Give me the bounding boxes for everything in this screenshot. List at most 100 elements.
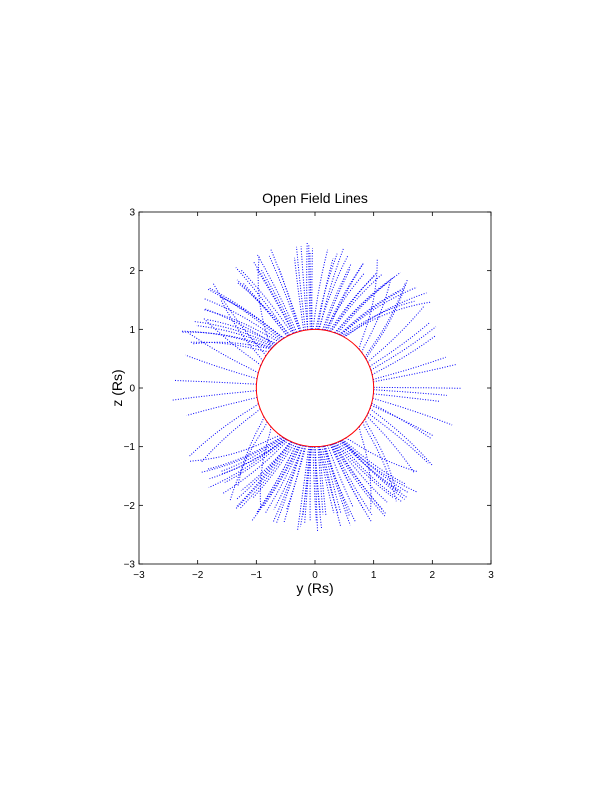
field-line-east [367, 412, 429, 464]
x-tick-label: 0 [312, 570, 318, 581]
field-line-west [259, 426, 272, 508]
field-line-west [201, 408, 261, 463]
y-tick-label: −3 [124, 560, 136, 571]
field-line-north [181, 331, 273, 348]
field-line-east [367, 305, 425, 363]
field-line-north [342, 301, 431, 337]
field-line-south [330, 444, 373, 515]
field-line-south [200, 437, 284, 473]
field-line-south [222, 440, 289, 494]
field-line-north [339, 290, 402, 336]
field-line-south [314, 446, 319, 532]
field-line-south [286, 445, 307, 510]
field-line-north [308, 244, 311, 330]
field-line-north [312, 249, 329, 330]
field-line-north [338, 288, 404, 335]
field-lines [172, 242, 462, 532]
field-line-south [317, 446, 324, 515]
x-tick-label: −2 [192, 570, 204, 581]
field-line-north [236, 279, 289, 337]
field-line-south [297, 446, 310, 530]
field-line-south [264, 444, 302, 514]
field-line-north [278, 268, 301, 332]
field-line-east [373, 389, 447, 396]
field-line-north [324, 272, 365, 331]
field-line-east [366, 415, 415, 473]
x-tick-label: 2 [430, 570, 436, 581]
x-tick-label: −1 [251, 570, 263, 581]
chart-title: Open Field Lines [262, 190, 368, 206]
field-line-north [334, 281, 389, 334]
field-line-north [203, 298, 281, 341]
field-line-south [321, 446, 341, 526]
field-line-east [370, 326, 437, 371]
field-line-west [187, 332, 259, 374]
field-line-north [236, 281, 291, 336]
field-line-north [311, 248, 313, 330]
field-line-east [358, 426, 372, 510]
field-line-north [207, 319, 278, 344]
field-line-north [333, 276, 394, 333]
field-line-north [253, 262, 295, 334]
field-line-south [314, 446, 321, 514]
field-line-south [345, 437, 419, 473]
field-line-south [235, 441, 292, 508]
field-line-south [224, 439, 288, 483]
field-line-east [373, 386, 462, 389]
field-line-south [235, 441, 293, 510]
field-line-north [268, 255, 301, 332]
field-line-north [196, 325, 275, 347]
field-line-south [326, 445, 354, 508]
field-line-south [312, 446, 317, 523]
field-line-north [242, 282, 288, 337]
field-line-north [181, 330, 273, 349]
field-line-north [190, 341, 270, 352]
field-line-north [208, 287, 284, 339]
field-line-west [257, 255, 271, 350]
field-line-north [193, 320, 276, 346]
field-line-south [221, 439, 288, 475]
field-line-north [328, 275, 376, 332]
field-line-east [371, 402, 432, 440]
field-line-west [202, 317, 262, 366]
field-line-north [314, 253, 338, 330]
field-line-south [342, 439, 406, 485]
field-line-north [220, 296, 285, 339]
field-line-south [339, 440, 418, 493]
field-line-north [340, 300, 415, 336]
y-tick-label: 0 [129, 384, 135, 395]
field-line-north [269, 248, 302, 332]
field-line-south [239, 442, 294, 509]
sun-circle [255, 328, 375, 448]
field-line-west [174, 379, 257, 385]
field-line-east [358, 258, 378, 350]
field-line-south [251, 444, 300, 521]
field-line-east [365, 278, 409, 360]
field-line-north [343, 292, 427, 338]
field-line-east [373, 393, 440, 402]
field-line-north [330, 274, 382, 332]
field-line-north [336, 272, 401, 334]
sun-layer [255, 328, 375, 448]
field-line-south [276, 445, 304, 524]
field-line-north [330, 273, 377, 332]
field-line-west [220, 300, 264, 362]
field-line-east [361, 277, 392, 353]
field-line-north [323, 268, 351, 331]
field-line-south [283, 445, 306, 523]
x-axis-label: y (Rs) [296, 580, 333, 596]
field-line-north [321, 263, 352, 331]
field-line-south [189, 435, 281, 462]
field-line-north [294, 257, 305, 331]
ticks: −3 −2 −1 0 1 2 3 −3 −2 −1 0 1 2 3 [124, 208, 495, 582]
field-line-south [323, 445, 342, 514]
y-tick-label: 2 [129, 266, 135, 277]
y-tick-label: −1 [124, 442, 136, 453]
x-tick-label: 3 [488, 570, 494, 581]
y-axis-label: z (Rs) [109, 369, 125, 406]
plot-area [139, 212, 491, 564]
field-line-west [237, 416, 265, 487]
field-line-south [319, 446, 339, 514]
y-tick-label: 1 [129, 325, 135, 336]
